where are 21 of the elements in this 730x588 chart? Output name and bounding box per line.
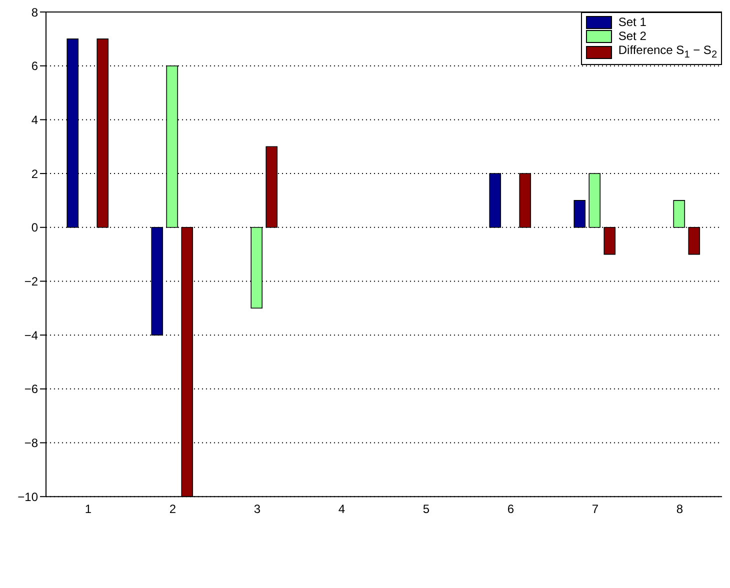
y-tick-label: −6 [24,382,38,396]
legend-label: Difference S$_{1}$ − S$_{2}$ [618,43,717,62]
y-tick-label: 4 [31,112,38,127]
x-tick-label: 4 [338,502,346,516]
y-tick-label: −2 [24,274,38,288]
x-tick-label: 7 [592,502,599,516]
y-tick-label: 2 [31,166,38,181]
x-tick-label: 1 [84,502,92,516]
y-tick-label: −8 [24,436,38,450]
x-tick-label: 8 [676,502,684,516]
legend-label: Set 2 [618,29,646,43]
y-tick-label: 0 [31,220,38,235]
x-tick-label: 3 [254,502,261,516]
y-tick-label: 8 [31,5,38,20]
x-tick-label: 5 [422,502,430,516]
legend-label: Set 1 [618,15,646,29]
y-tick-label: −4 [24,328,38,342]
x-tick-label: 6 [507,502,514,516]
x-tick-label: 2 [169,502,176,516]
y-tick-label: −10 [18,490,38,504]
y-tick-label: 6 [31,59,38,74]
